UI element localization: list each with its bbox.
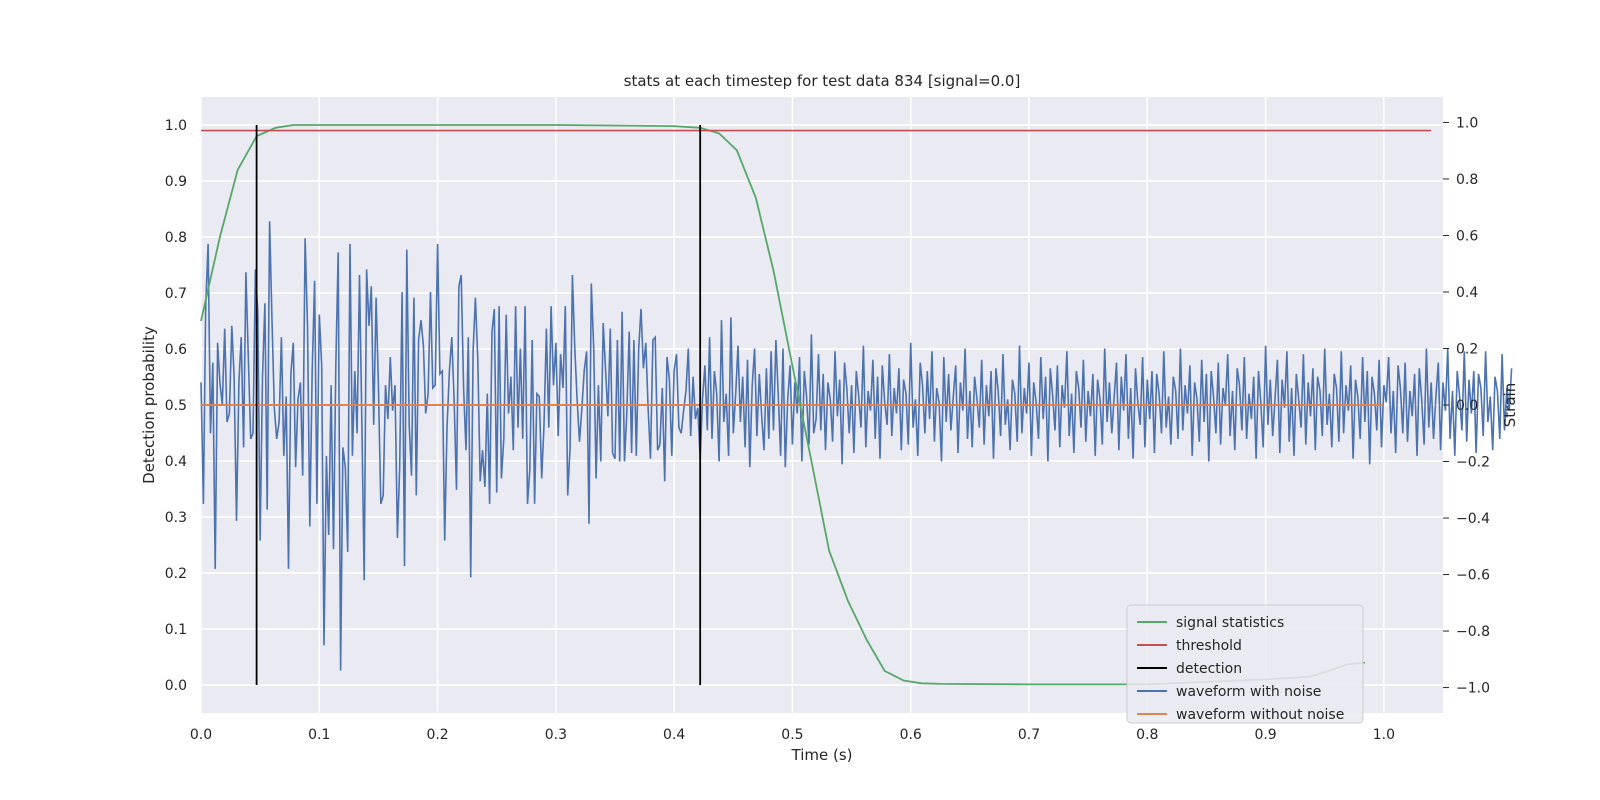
x-tick-label: 0.2: [426, 727, 448, 743]
left-y-tick-label: 0.0: [165, 678, 187, 694]
left-y-tick-label: 0.8: [165, 230, 187, 246]
left-y-tick-label: 0.1: [165, 622, 187, 638]
legend-label: waveform with noise: [1176, 684, 1321, 700]
right-y-tick-label: −1.0: [1456, 681, 1490, 697]
left-y-tick-label: 0.5: [165, 398, 187, 414]
right-y-tick-label: −0.6: [1456, 568, 1490, 584]
marks: [200, 124, 1513, 686]
right-y-tick-label: −0.8: [1456, 624, 1490, 640]
left-y-tick-label: 0.2: [165, 566, 187, 582]
x-tick-label: 1.0: [1373, 727, 1395, 743]
left-y-tick-label: 0.7: [165, 286, 187, 302]
legend-label: detection: [1176, 661, 1242, 677]
x-tick-label: 0.3: [545, 727, 567, 743]
right-y-tick-label: 0.6: [1456, 228, 1478, 244]
x-tick-label: 0.5: [781, 727, 803, 743]
chart-title: stats at each timestep for test data 834…: [624, 72, 1021, 90]
right-y-tick-label: 0.4: [1456, 285, 1478, 301]
right-y-tick-label: 0.8: [1456, 172, 1478, 188]
left-y-tick-label: 0.6: [165, 342, 187, 358]
right-y-tick-label: 1.0: [1456, 115, 1478, 131]
left-y-tick-label: 0.9: [165, 174, 187, 190]
legend-box: [1126, 604, 1364, 724]
legend-label: waveform without noise: [1176, 707, 1344, 723]
legend-label: signal statistics: [1176, 615, 1284, 631]
legend-label: threshold: [1176, 638, 1242, 654]
series-waveform-with-noise: [200, 221, 1513, 671]
x-tick-label: 0.8: [1136, 727, 1158, 743]
left-y-tick-label: 0.3: [165, 510, 187, 526]
x-tick-label: 0.7: [1018, 727, 1040, 743]
x-tick-label: 0.9: [1254, 727, 1276, 743]
right-y-tick-label: 0.2: [1456, 341, 1478, 357]
legend: signal statistics threshold detection wavef…: [1126, 604, 1364, 724]
x-tick-label: 0.1: [308, 727, 330, 743]
right-y-tick-label: −0.4: [1456, 511, 1490, 527]
right-y-axis: 1.0 0.8 0.6 0.4 0.2 0.0 −0.2 −0.4 −0.6 −0.8 −1.0: [1443, 115, 1490, 697]
right-y-tick-label: 0.0: [1456, 398, 1478, 414]
x-axis: 0.0 0.1 0.2 0.3 0.4 0.5 0.6 0.7 0.8 0.9 1.0: [190, 727, 1395, 743]
left-y-tick-label: 1.0: [165, 118, 187, 134]
x-tick-label: 0.0: [190, 727, 212, 743]
x-axis-label: Time (s): [791, 746, 853, 764]
x-tick-label: 0.6: [900, 727, 922, 743]
right-y-tick-label: −0.2: [1456, 455, 1490, 471]
x-tick-label: 0.4: [663, 727, 685, 743]
right-y-axis-label: Strain: [1501, 383, 1519, 427]
left-y-tick-label: 0.4: [165, 454, 187, 470]
left-y-axis: 0.0 0.1 0.2 0.3 0.4 0.5 0.6 0.7 0.8 0.9 1.0: [165, 118, 187, 694]
left-y-axis-label: Detection probability: [140, 326, 158, 484]
